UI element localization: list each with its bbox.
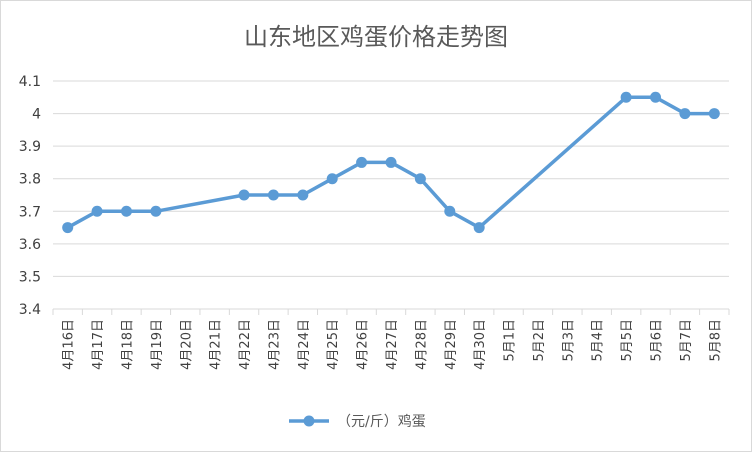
y-tick-label: 3.9	[19, 139, 41, 155]
x-tick-label: 4月17日	[91, 319, 106, 370]
x-tick-label: 4月26日	[356, 319, 371, 370]
x-tick-label: 4月18日	[120, 319, 135, 370]
x-tick-label: 5月3日	[561, 319, 576, 362]
x-tick-label: 4月22日	[238, 319, 253, 370]
gridlines	[53, 80, 729, 310]
data-point	[708, 108, 720, 120]
x-tick-label: 4月25日	[326, 319, 341, 370]
data-point	[414, 173, 426, 185]
data-point	[356, 156, 368, 168]
x-tick-label: 4月28日	[414, 319, 429, 370]
data-point	[62, 222, 74, 234]
x-axis-ticks: 4月16日 4月17日 4月18日 4月19日 4月20日 4月21日 4月22日 4月23日…	[52, 309, 730, 370]
x-tick-label: 4月29日	[444, 319, 459, 370]
x-tick-label: 4月23日	[267, 319, 282, 370]
data-point	[620, 91, 632, 103]
y-tick-label: 4	[32, 107, 41, 123]
x-tick-label: 5月1日	[503, 319, 518, 362]
data-point	[150, 205, 162, 217]
x-tick-label: 5月5日	[620, 319, 635, 362]
legend: （元/斤）鸡蛋	[289, 413, 426, 430]
data-point	[385, 156, 397, 168]
x-tick-label: 4月19日	[150, 319, 165, 370]
data-point	[444, 205, 456, 217]
x-tick-label: 4月30日	[473, 319, 488, 370]
y-tick-label: 3.6	[19, 237, 41, 253]
x-tick-label: 4月27日	[385, 319, 400, 370]
x-tick-label: 5月4日	[591, 319, 606, 362]
x-tick-label: 5月6日	[650, 319, 665, 362]
y-tick-label: 3.4	[19, 302, 41, 318]
chart-title: 山东地区鸡蛋价格走势图	[244, 23, 508, 51]
y-axis-ticks: 3.4 3.5 3.6 3.7 3.8 3.9 4 4.1	[19, 74, 41, 318]
legend-label: （元/斤）鸡蛋	[337, 413, 426, 430]
data-point	[91, 205, 103, 217]
x-tick-label: 4月24日	[297, 319, 312, 370]
x-tick-label: 4月16日	[62, 319, 77, 370]
x-tick-label: 5月7日	[679, 319, 694, 362]
data-point	[120, 205, 132, 217]
data-point	[650, 91, 662, 103]
y-tick-label: 3.8	[19, 172, 41, 188]
x-tick-label: 5月2日	[532, 319, 547, 362]
data-point	[297, 189, 309, 201]
x-tick-label: 5月8日	[708, 319, 723, 362]
data-point	[679, 108, 691, 120]
series-layer	[62, 91, 720, 234]
y-tick-label: 3.7	[19, 204, 41, 220]
data-point	[267, 189, 279, 201]
y-tick-label: 4.1	[19, 74, 41, 90]
data-point	[473, 222, 485, 234]
x-tick-label: 4月21日	[209, 319, 224, 370]
y-tick-label: 3.5	[19, 269, 41, 285]
data-point	[238, 189, 250, 201]
x-tick-label: 4月20日	[179, 319, 194, 370]
legend-point-marker	[303, 415, 315, 427]
data-point	[326, 173, 338, 185]
